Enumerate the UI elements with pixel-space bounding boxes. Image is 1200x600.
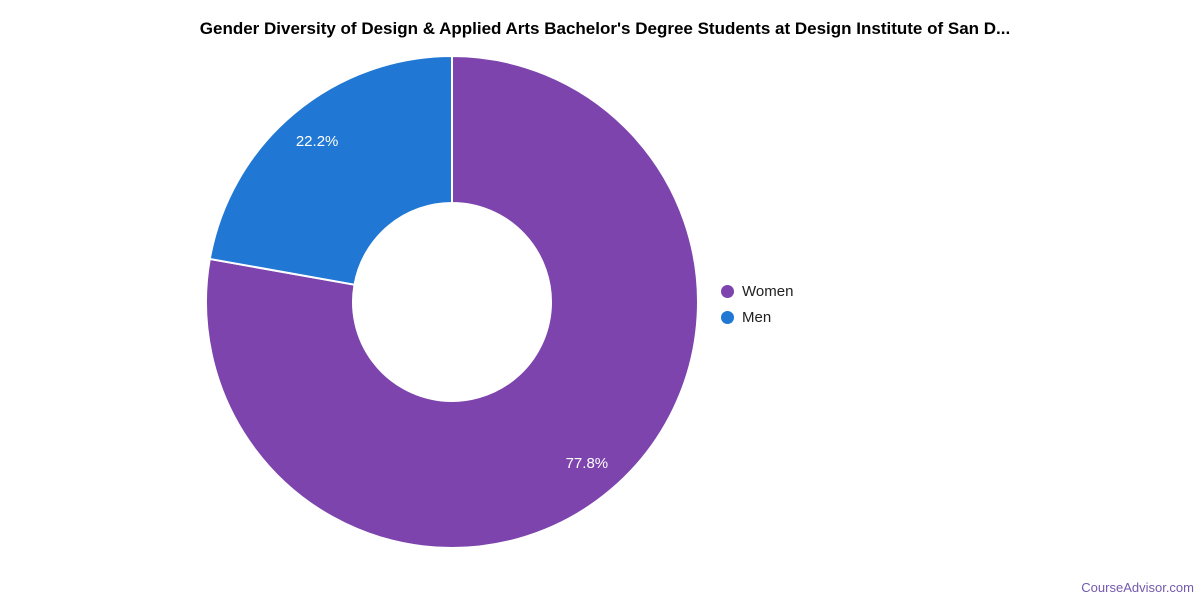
legend-item-men[interactable]: Men xyxy=(721,304,793,330)
legend-label-women: Women xyxy=(742,282,794,300)
legend-label-men: Men xyxy=(742,308,772,326)
legend-item-women[interactable]: Women xyxy=(721,278,793,304)
slice-label-men: 22.2% xyxy=(296,133,339,150)
pie-slice-men[interactable] xyxy=(208,54,453,286)
chart-title: Gender Diversity of Design & Applied Art… xyxy=(199,19,1011,38)
pie-slice-women[interactable] xyxy=(205,54,699,549)
courseadvisor-link[interactable]: CourseAdvisor.com xyxy=(1081,580,1194,595)
men-swatch-icon xyxy=(721,310,734,324)
slice-label-women: 77.8% xyxy=(566,455,609,472)
legend: Women Men xyxy=(721,278,793,330)
women-swatch-icon xyxy=(721,284,734,298)
